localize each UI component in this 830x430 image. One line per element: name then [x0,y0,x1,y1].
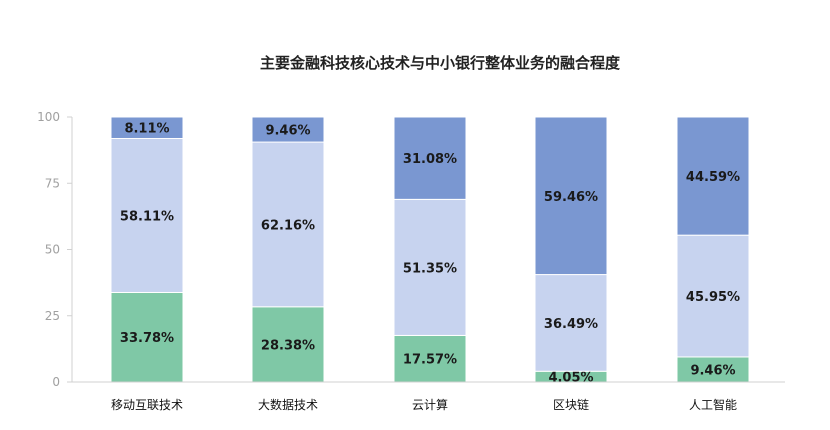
y-tick-label: 100 [37,110,60,124]
data-label: 45.95% [686,290,740,305]
bar-stack: 4.05% 36.49% 59.46% [534,116,608,386]
bar-segment [110,116,184,139]
data-label: 36.49% [544,317,598,332]
data-label: 31.08% [403,152,457,167]
x-category-label: 大数据技术 [258,397,318,412]
data-label: 8.11% [124,122,169,137]
bar-segment [251,141,325,308]
bar-segment [393,334,467,383]
bar-stack: 9.46% 45.95% 44.59% [676,116,750,383]
data-label: 59.46% [544,190,598,205]
bar-segment [676,356,750,383]
y-tick-label: 50 [45,243,60,257]
bar-segment [393,116,467,200]
x-category-label: 区块链 [553,397,589,412]
bar-segment [676,116,750,236]
bar-stack: 33.78% 58.11% 8.11% [110,116,184,383]
data-label: 51.35% [403,261,457,276]
x-axis: 移动互联技术 大数据技术 云计算 区块链 人工智能 [72,381,785,412]
data-label: 33.78% [120,331,174,346]
data-label: 28.38% [261,338,315,353]
data-label: 9.46% [265,124,310,139]
x-category-label: 移动互联技术 [111,398,183,412]
bar-stack: 28.38% 62.16% 9.46% [251,116,325,383]
data-label: 17.57% [403,353,457,368]
y-tick-label: 25 [45,309,60,323]
chart-title: 主要金融科技核心技术与中小银行整体业务的融合程度 [260,54,621,72]
data-label: 4.05% [548,371,593,386]
bar-stack: 17.57% 51.35% 31.08% [393,116,467,383]
x-category-label: 云计算 [412,397,448,412]
y-tick-label: 0 [52,375,60,389]
y-axis: 0 25 50 75 100 [37,110,73,389]
y-tick-label: 75 [45,176,60,190]
bar-segment [251,116,325,143]
bars: 33.78% 58.11% 8.11% 28.38% 62.16% 9.46% 17.57%… [110,116,750,386]
data-label: 58.11% [120,209,174,224]
bar-segment [110,137,184,293]
bar-segment [676,234,750,358]
data-label: 62.16% [261,218,315,233]
data-label: 44.59% [686,170,740,185]
x-category-label: 人工智能 [689,397,737,412]
bar-segment [534,116,608,276]
bar-segment [534,274,608,372]
data-label: 9.46% [690,363,735,378]
